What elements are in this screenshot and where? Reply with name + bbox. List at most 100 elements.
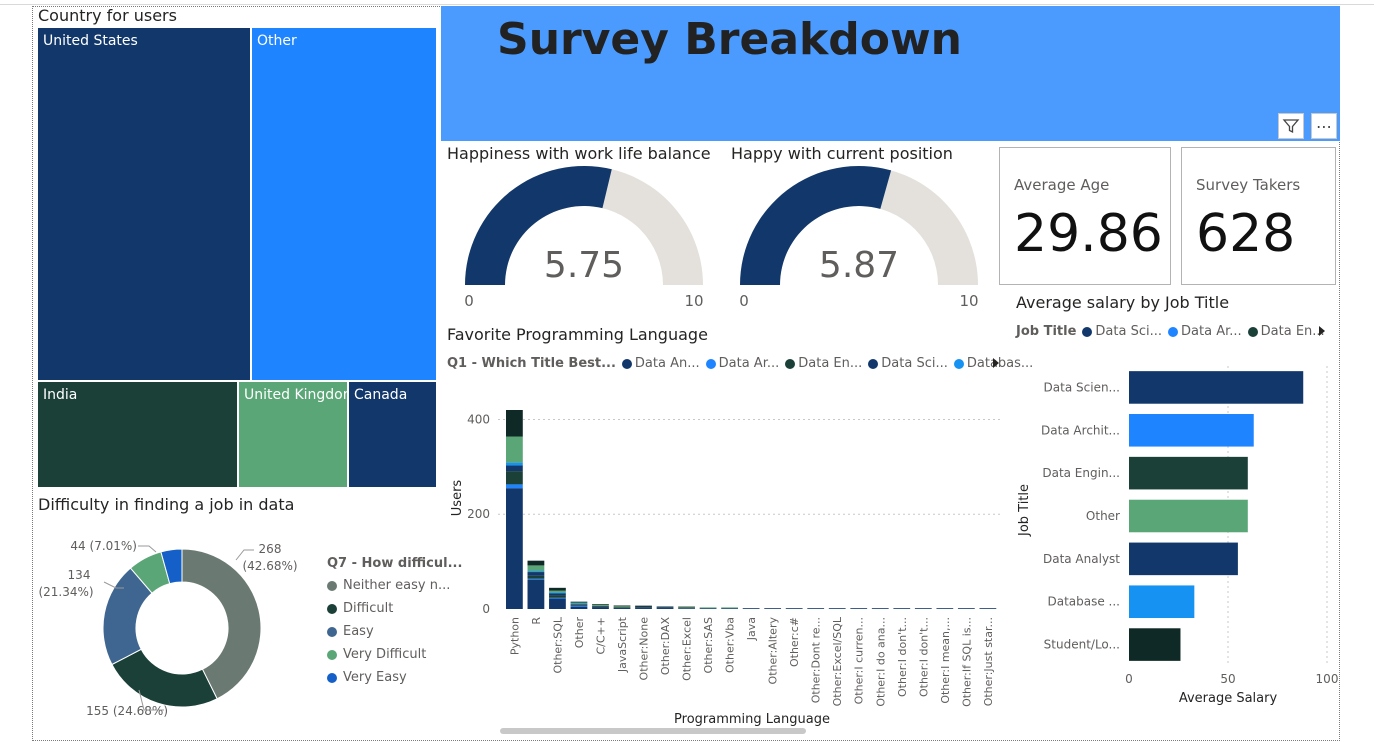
bar-segment[interactable] [699, 608, 717, 609]
bar-segment[interactable] [506, 465, 523, 472]
bar-segment[interactable] [613, 606, 631, 608]
horizontal-scrollbar[interactable] [500, 728, 806, 734]
legend-item[interactable]: Data Sci... [1082, 324, 1162, 339]
legend-next-arrow-icon[interactable] [1316, 324, 1328, 338]
bar-segment[interactable] [635, 605, 652, 607]
bar-segment[interactable] [570, 605, 588, 606]
bar-segment[interactable] [613, 608, 631, 609]
salary-bar[interactable] [1129, 585, 1195, 618]
country-treemap[interactable]: United States Other India United Kingdom… [38, 28, 436, 487]
bar-segment[interactable] [592, 607, 609, 609]
legend-item[interactable]: Very Easy [327, 670, 462, 685]
salary-bar[interactable] [1129, 414, 1254, 447]
treemap-cell-other[interactable]: Other [252, 28, 436, 380]
legend-item[interactable]: Data An... [621, 356, 700, 371]
donut-slice-1[interactable] [111, 648, 218, 708]
salary-by-job-chart[interactable]: 0 50 100 Data Scien... Data Archit... Data E… [1010, 350, 1340, 710]
bar-segment[interactable] [570, 605, 588, 607]
bar-segment[interactable] [549, 590, 566, 593]
bar-segment[interactable] [699, 607, 717, 609]
bar-segment[interactable] [914, 608, 932, 609]
legend-next-arrow-icon[interactable] [990, 356, 1002, 370]
bar-segment[interactable] [592, 605, 609, 607]
bar-segment[interactable] [592, 605, 609, 606]
bar-segment[interactable] [570, 601, 588, 603]
bar-segment[interactable] [721, 607, 739, 609]
bar-segment[interactable] [506, 471, 523, 485]
bar-segment[interactable] [592, 606, 609, 608]
bar-segment[interactable] [656, 608, 674, 609]
bar-segment[interactable] [549, 593, 566, 596]
bar-segment[interactable] [678, 606, 695, 608]
legend-item[interactable]: Data En... [785, 356, 862, 371]
bar-segment[interactable] [506, 436, 523, 463]
bar-segment[interactable] [893, 608, 911, 609]
bar-segment[interactable] [807, 608, 825, 609]
salary-bar[interactable] [1129, 499, 1248, 533]
bar-segment[interactable] [527, 579, 545, 609]
bar-segment[interactable] [527, 575, 545, 579]
bar-segment[interactable] [527, 572, 545, 576]
bar-segment[interactable] [570, 602, 588, 604]
legend-item[interactable]: Data Ar... [705, 356, 779, 371]
bar-segment[interactable] [721, 608, 739, 609]
bar-segment[interactable] [635, 607, 652, 609]
bar-segment[interactable] [549, 597, 566, 599]
gauge-work-life-balance[interactable]: 5.75 0 10 [455, 160, 715, 315]
bar-segment[interactable] [850, 608, 868, 609]
bar-segment[interactable] [527, 565, 545, 572]
bar-segment[interactable] [570, 606, 588, 609]
donut-slice-0[interactable] [181, 548, 262, 700]
bar-segment[interactable] [613, 607, 631, 609]
bar-segment[interactable] [678, 607, 695, 609]
bar-segment[interactable] [506, 462, 523, 466]
bar-segment[interactable] [527, 578, 545, 580]
filter-button[interactable] [1278, 113, 1304, 139]
salary-bar[interactable] [1129, 542, 1238, 576]
salary-bar[interactable] [1129, 371, 1304, 404]
bar-segment[interactable] [549, 598, 566, 609]
salary-bar[interactable] [1129, 628, 1181, 661]
bar-segment[interactable] [506, 484, 523, 489]
bar-segment[interactable] [871, 608, 889, 609]
treemap-cell-united-states[interactable]: United States [38, 28, 250, 380]
bar-segment[interactable] [635, 608, 652, 609]
bar-segment[interactable] [570, 603, 588, 605]
treemap-cell-india[interactable]: India [38, 382, 237, 487]
legend-item[interactable]: Data Sci... [868, 356, 948, 371]
bar-segment[interactable] [506, 410, 523, 437]
bar-segment[interactable] [936, 608, 954, 609]
legend-item[interactable]: Data Ar... [1168, 324, 1242, 339]
survey-takers-card[interactable]: Survey Takers 628 [1181, 147, 1336, 285]
legend-item[interactable]: Easy [327, 624, 462, 639]
treemap-cell-canada[interactable]: Canada [349, 382, 436, 487]
bar-segment[interactable] [506, 488, 523, 609]
gauge-current-position[interactable]: 5.87 0 10 [730, 160, 990, 315]
bar-segment[interactable] [527, 571, 545, 573]
bar-segment[interactable] [979, 608, 997, 609]
more-options-button[interactable]: ⋯ [1311, 113, 1337, 139]
bar-segment[interactable] [957, 608, 975, 609]
difficulty-donut-chart[interactable]: 268 (42.68%) 155 (24.68%) 134 (21.34%) 4… [34, 520, 324, 725]
bar-segment[interactable] [764, 608, 782, 609]
donut-slice-4[interactable] [160, 548, 183, 585]
bar-segment[interactable] [549, 595, 566, 598]
bar-segment[interactable] [549, 587, 566, 591]
salary-bar[interactable] [1129, 456, 1248, 490]
bar-segment[interactable] [527, 560, 545, 566]
programming-language-chart[interactable]: 0 200 400 Python R Other:SQL Other C/C++ JavaSc… [446, 380, 1006, 742]
bar-segment[interactable] [656, 607, 674, 609]
legend-item[interactable]: Databas... [953, 356, 1033, 371]
bar-segment[interactable] [656, 606, 674, 608]
treemap-cell-united-kingdom[interactable]: United Kingdom [239, 382, 356, 487]
bar-segment[interactable] [678, 608, 695, 609]
bar-segment[interactable] [785, 608, 803, 609]
average-age-card[interactable]: Average Age 29.86 [999, 147, 1171, 285]
legend-item[interactable]: Data En... [1247, 324, 1325, 339]
bar-segment[interactable] [570, 604, 588, 606]
legend-item[interactable]: Very Difficult [327, 647, 462, 662]
legend-item[interactable]: Difficult [327, 601, 462, 616]
bar-segment[interactable] [635, 606, 652, 608]
legend-item[interactable]: Neither easy n... [327, 578, 462, 593]
bar-segment[interactable] [828, 608, 846, 609]
